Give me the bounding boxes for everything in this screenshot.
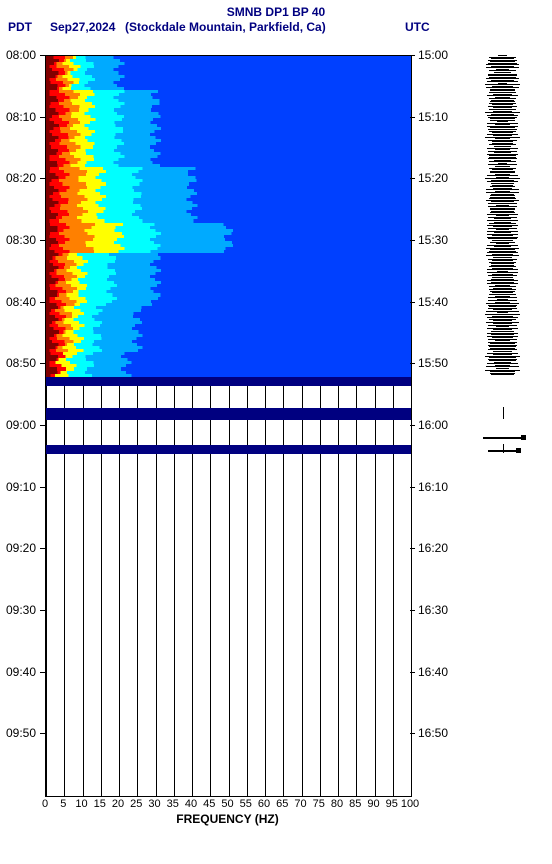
tick-mark — [410, 610, 415, 611]
x-tick: 80 — [331, 798, 343, 810]
y-tick-right: 16:40 — [418, 665, 448, 679]
seismogram-trace — [460, 55, 545, 795]
tick-mark — [410, 302, 415, 303]
tick-mark — [40, 548, 45, 549]
tick-mark — [40, 487, 45, 488]
tick-mark — [410, 548, 415, 549]
tick-mark — [410, 425, 415, 426]
x-tick: 35 — [167, 798, 179, 810]
tick-mark — [40, 610, 45, 611]
x-tick: 100 — [401, 798, 419, 810]
x-tick: 85 — [349, 798, 361, 810]
y-tick-left: 08:50 — [6, 356, 36, 370]
tick-mark — [40, 672, 45, 673]
nodata-band — [46, 408, 411, 420]
x-tick: 5 — [60, 798, 66, 810]
y-tick-right: 16:50 — [418, 726, 448, 740]
y-tick-right: 15:00 — [418, 48, 448, 62]
y-tick-right: 16:20 — [418, 541, 448, 555]
y-tick-right: 15:40 — [418, 295, 448, 309]
x-tick: 75 — [313, 798, 325, 810]
tick-mark — [410, 672, 415, 673]
y-tick-left: 08:10 — [6, 110, 36, 124]
x-tick: 70 — [294, 798, 306, 810]
tick-mark — [40, 55, 45, 56]
y-tick-right: 15:20 — [418, 171, 448, 185]
y-tick-left: 09:30 — [6, 603, 36, 617]
tick-mark — [410, 240, 415, 241]
location-label: (Stockdale Mountain, Parkfield, Ca) — [125, 20, 326, 34]
x-axis-label: FREQUENCY (HZ) — [45, 812, 410, 826]
tick-mark — [40, 178, 45, 179]
x-tick: 90 — [367, 798, 379, 810]
nodata-band — [46, 445, 411, 454]
tick-mark — [40, 733, 45, 734]
y-tick-right: 15:10 — [418, 110, 448, 124]
x-tick: 40 — [185, 798, 197, 810]
tick-mark — [410, 178, 415, 179]
y-tick-left: 08:00 — [6, 48, 36, 62]
x-tick: 20 — [112, 798, 124, 810]
y-tick-left: 09:50 — [6, 726, 36, 740]
gridline — [411, 56, 412, 796]
tz-right-label: UTC — [405, 20, 430, 34]
spectrogram-plot — [45, 55, 412, 797]
tz-left-label: PDT — [8, 20, 32, 34]
x-tick: 50 — [221, 798, 233, 810]
x-tick: 30 — [148, 798, 160, 810]
x-tick: 15 — [94, 798, 106, 810]
x-tick: 45 — [203, 798, 215, 810]
y-tick-left: 08:20 — [6, 171, 36, 185]
tick-mark — [40, 363, 45, 364]
seismo-event-marker — [516, 448, 521, 453]
y-tick-right: 15:30 — [418, 233, 448, 247]
date-label: Sep27,2024 — [50, 20, 115, 34]
y-tick-right: 16:00 — [418, 418, 448, 432]
tick-mark — [410, 487, 415, 488]
x-tick: 95 — [386, 798, 398, 810]
y-tick-left: 08:40 — [6, 295, 36, 309]
seismo-event — [488, 450, 518, 452]
tick-mark — [410, 363, 415, 364]
x-tick: 60 — [258, 798, 270, 810]
x-tick: 55 — [240, 798, 252, 810]
tick-mark — [410, 117, 415, 118]
y-tick-left: 09:40 — [6, 665, 36, 679]
y-tick-right: 16:10 — [418, 480, 448, 494]
y-tick-right: 16:30 — [418, 603, 448, 617]
chart-title: SMNB DP1 BP 40 — [0, 5, 552, 19]
y-tick-left: 08:30 — [6, 233, 36, 247]
x-tick: 10 — [75, 798, 87, 810]
tick-mark — [40, 302, 45, 303]
y-tick-left: 09:20 — [6, 541, 36, 555]
nodata-band — [46, 377, 411, 386]
tick-mark — [410, 733, 415, 734]
tick-mark — [410, 55, 415, 56]
y-tick-right: 15:50 — [418, 356, 448, 370]
tick-mark — [40, 240, 45, 241]
x-tick: 25 — [130, 798, 142, 810]
y-tick-left: 09:00 — [6, 418, 36, 432]
seismo-event — [483, 437, 523, 439]
y-tick-left: 09:10 — [6, 480, 36, 494]
x-tick: 0 — [42, 798, 48, 810]
tick-mark — [40, 425, 45, 426]
seismo-event-marker — [521, 435, 526, 440]
seismo-baseline — [503, 407, 504, 419]
seismo-sample — [491, 374, 514, 375]
tick-mark — [40, 117, 45, 118]
x-tick: 65 — [276, 798, 288, 810]
